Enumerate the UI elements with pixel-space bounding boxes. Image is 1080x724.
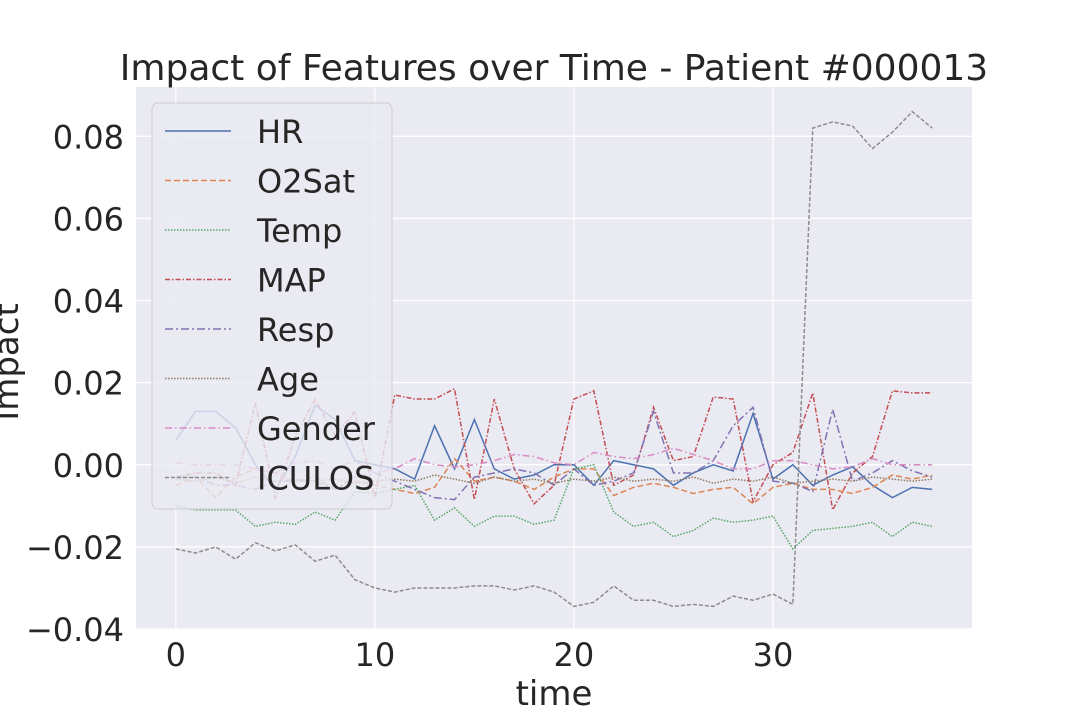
y-axis-label: Impact <box>0 303 27 421</box>
y-tick-label: 0.02 <box>53 365 124 403</box>
legend-label-o2sat: O2Sat <box>257 163 355 201</box>
y-tick-label: 0.06 <box>53 200 124 238</box>
y-tick-label: −0.04 <box>26 611 124 649</box>
x-tick-label: 0 <box>166 636 186 674</box>
x-tick-label: 10 <box>354 636 395 674</box>
x-tick-label: 30 <box>753 636 794 674</box>
legend-label-temp: Temp <box>256 212 342 250</box>
chart-title: Impact of Features over Time - Patient #… <box>120 48 988 89</box>
y-tick-label: −0.02 <box>26 529 124 567</box>
x-axis-label: time <box>516 674 593 714</box>
series-line-gender <box>175 447 933 474</box>
series-line-temp <box>175 463 933 551</box>
y-tick-label: 0.04 <box>53 283 124 321</box>
legend-label-map: MAP <box>257 262 326 300</box>
legend-box <box>151 102 393 510</box>
tick-labels: 0 10 20 30 −0.04 −0.02 0.00 0.02 0.04 0.06 0.08 <box>26 118 793 674</box>
legend-label-age: Age <box>257 361 319 399</box>
y-tick-label: 0.00 <box>53 447 124 485</box>
x-tick-label: 20 <box>554 636 595 674</box>
legend-label-hr: HR <box>257 113 303 151</box>
legend-label-iculos: ICULOS <box>257 460 374 498</box>
legend-label-gender: Gender <box>257 410 376 448</box>
legend: HR O2Sat Temp MAP Resp Age Gender ICULOS <box>151 102 393 510</box>
y-tick-label: 0.08 <box>53 118 124 156</box>
legend-label-resp: Resp <box>257 311 334 349</box>
series-line-iculos <box>175 110 933 608</box>
